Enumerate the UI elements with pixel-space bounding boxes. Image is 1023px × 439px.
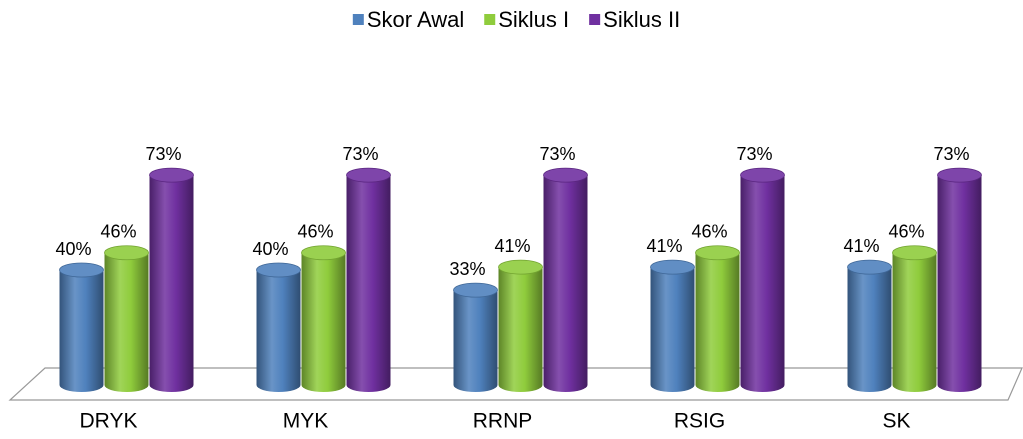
- bar-top: [301, 245, 346, 261]
- bar: [892, 252, 937, 393]
- bar-top: [104, 245, 149, 261]
- data-label: 40%: [252, 239, 288, 259]
- data-label: 73%: [145, 144, 181, 164]
- data-label: 73%: [736, 144, 772, 164]
- bar-top: [847, 259, 892, 275]
- data-label: 46%: [297, 222, 333, 242]
- bar: [650, 267, 695, 393]
- legend-label: Siklus II: [603, 7, 680, 32]
- bar: [346, 175, 391, 393]
- data-label: 73%: [933, 144, 969, 164]
- legend-swatch: [484, 14, 496, 25]
- bar: [453, 290, 498, 393]
- bar: [937, 175, 982, 393]
- bar-top: [149, 167, 194, 183]
- bar: [59, 270, 104, 393]
- bar-top: [892, 245, 937, 261]
- data-label: 46%: [691, 222, 727, 242]
- bar: [104, 252, 149, 393]
- legend-swatch: [589, 14, 601, 25]
- bar-top: [453, 282, 498, 298]
- bar: [498, 267, 543, 393]
- x-tick-label: RRNP: [473, 410, 533, 433]
- bar: [847, 267, 892, 393]
- data-label: 46%: [100, 222, 136, 242]
- x-tick-label: RSIG: [674, 410, 725, 433]
- legend-swatch: [352, 14, 364, 25]
- data-label: 41%: [646, 236, 682, 256]
- bar-top: [937, 167, 982, 183]
- bar: [301, 252, 346, 393]
- bar-top: [498, 259, 543, 275]
- bar: [149, 175, 194, 393]
- bar-top: [346, 167, 391, 183]
- legend-label: Siklus I: [498, 7, 569, 32]
- data-label: 41%: [843, 236, 879, 256]
- data-label: 73%: [539, 144, 575, 164]
- bar-top: [256, 262, 301, 278]
- bar: [695, 252, 740, 392]
- bar-top: [740, 167, 785, 183]
- data-label: 40%: [55, 239, 91, 259]
- data-label: 33%: [449, 259, 485, 279]
- legend-label: Skor Awal: [367, 7, 464, 32]
- bar-top: [695, 245, 740, 261]
- bar: [740, 175, 785, 393]
- bar-top: [543, 167, 588, 183]
- bar-top: [650, 259, 695, 275]
- data-label: 46%: [888, 222, 924, 242]
- x-tick-label: SK: [882, 410, 910, 433]
- x-tick-label: MYK: [283, 410, 329, 433]
- data-label: 41%: [494, 236, 530, 256]
- bar: [256, 270, 301, 393]
- data-label: 73%: [342, 144, 378, 164]
- bar: [543, 175, 588, 393]
- bar-top: [59, 262, 104, 278]
- x-tick-label: DRYK: [80, 410, 138, 433]
